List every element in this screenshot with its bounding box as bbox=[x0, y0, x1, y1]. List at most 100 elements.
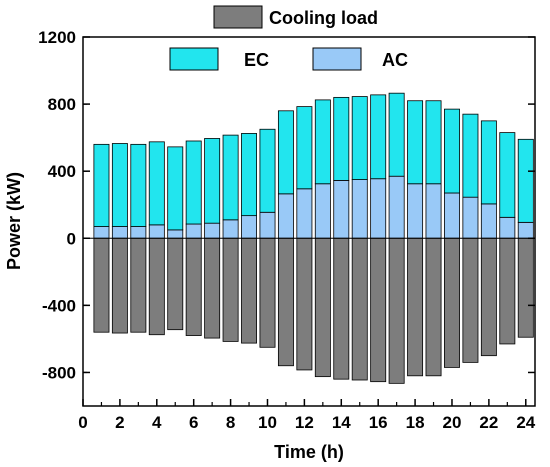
bar-ac bbox=[222, 219, 239, 239]
bar-ac bbox=[93, 226, 110, 239]
bar-ec bbox=[499, 132, 516, 218]
bar-ec bbox=[351, 96, 368, 180]
bar-ec bbox=[241, 133, 258, 217]
bar-cooling-load bbox=[499, 237, 516, 345]
y-tick-label: -400 bbox=[42, 296, 76, 315]
bar-ac bbox=[277, 193, 294, 239]
bar-cooling-load bbox=[130, 237, 147, 333]
bar-ac bbox=[204, 222, 221, 239]
y-tick-label: -800 bbox=[42, 363, 76, 382]
bar-cooling-load bbox=[93, 237, 110, 333]
bar-cooling-load bbox=[296, 237, 313, 371]
bar-cooling-load bbox=[148, 237, 165, 336]
bar-ac bbox=[388, 175, 405, 239]
bar-ec bbox=[444, 108, 460, 194]
bar-cooling-load bbox=[111, 237, 128, 334]
x-tick-label: 2 bbox=[115, 413, 124, 432]
bar-ec bbox=[148, 141, 165, 226]
x-tick-label: 10 bbox=[258, 413, 277, 432]
legend-label-cooling-load: Cooling load bbox=[269, 8, 378, 28]
bar-ec bbox=[93, 143, 110, 227]
bar-ec bbox=[130, 143, 147, 227]
bar-ac bbox=[444, 192, 460, 239]
x-tick-label: 6 bbox=[189, 413, 198, 432]
bar-cooling-load bbox=[444, 237, 460, 368]
bar-cooling-load bbox=[462, 237, 479, 363]
bar-ac bbox=[167, 229, 184, 239]
y-tick-label: 0 bbox=[67, 229, 76, 248]
bar-ac bbox=[259, 211, 276, 239]
bar-cooling-load bbox=[407, 237, 424, 377]
legend-ac: AC bbox=[312, 47, 408, 71]
bar-ec bbox=[259, 128, 276, 213]
bar-ec bbox=[425, 100, 442, 185]
x-tick-label: 0 bbox=[78, 413, 87, 432]
bar-ac bbox=[351, 179, 368, 239]
bar-cooling-load bbox=[241, 237, 258, 344]
legend-inner: EC AC bbox=[169, 47, 408, 71]
bar-ec bbox=[185, 140, 202, 225]
bar-ac bbox=[480, 203, 497, 239]
bar-ac bbox=[111, 226, 128, 239]
bar-cooling-load bbox=[388, 237, 405, 384]
bar-ac bbox=[130, 226, 147, 239]
y-axis: -800 -400 0 400 800 1200 bbox=[38, 28, 535, 382]
bar-ec bbox=[370, 94, 387, 180]
bar-ac bbox=[499, 216, 516, 239]
bar-ec bbox=[462, 113, 479, 198]
bar-ec bbox=[314, 99, 331, 185]
bar-cooling-load bbox=[167, 237, 184, 331]
x-axis: 0 2 4 6 8 10 12 14 16 18 20 22 24 bbox=[78, 399, 536, 432]
bar-ec bbox=[407, 100, 424, 185]
x-tick-label: 24 bbox=[516, 413, 535, 432]
y-tick-label: 800 bbox=[48, 95, 76, 114]
bar-cooling-load bbox=[351, 237, 368, 381]
bar-ec bbox=[111, 143, 128, 227]
x-tick-label: 4 bbox=[152, 413, 162, 432]
x-tick-label: 12 bbox=[295, 413, 314, 432]
legend-swatch-cooling-load bbox=[213, 5, 263, 29]
y-axis-label: Power (kW) bbox=[4, 172, 24, 270]
x-tick-label: 16 bbox=[369, 413, 388, 432]
bar-cooling-load bbox=[480, 237, 497, 357]
bar-ec bbox=[333, 96, 350, 181]
bar-ac bbox=[185, 223, 202, 239]
x-tick-label: 20 bbox=[443, 413, 462, 432]
bar-ac bbox=[462, 196, 479, 239]
bar-ec bbox=[296, 106, 313, 190]
bar-ac bbox=[517, 221, 534, 239]
bar-ec bbox=[277, 110, 294, 195]
bar-ac bbox=[333, 180, 350, 239]
bar-cooling-load bbox=[333, 237, 350, 380]
x-tick-label: 14 bbox=[332, 413, 351, 432]
bar-cooling-load bbox=[277, 237, 294, 367]
bar-ac bbox=[370, 178, 387, 239]
bar-ac bbox=[425, 183, 442, 239]
bar-cooling-load bbox=[222, 237, 239, 342]
x-tick-label: 8 bbox=[226, 413, 235, 432]
legend-ec: EC bbox=[169, 47, 269, 71]
legend-cooling-load: Cooling load bbox=[213, 5, 378, 29]
bar-cooling-load bbox=[425, 237, 442, 377]
bar-ac bbox=[241, 215, 258, 239]
bar-ac bbox=[148, 224, 165, 239]
bar-ec bbox=[167, 146, 184, 231]
bars bbox=[93, 92, 534, 384]
x-tick-label: 18 bbox=[406, 413, 425, 432]
bar-ec bbox=[204, 138, 221, 224]
bar-cooling-load bbox=[204, 237, 221, 339]
bar-ec bbox=[517, 138, 534, 223]
legend-swatch-ec bbox=[169, 47, 219, 71]
bar-ac bbox=[314, 183, 331, 239]
bar-cooling-load bbox=[517, 237, 534, 338]
bar-cooling-load bbox=[370, 237, 387, 383]
bar-cooling-load bbox=[259, 237, 276, 348]
x-axis-label: Time (h) bbox=[274, 442, 344, 462]
bar-cooling-load bbox=[314, 237, 331, 378]
legend-label-ec: EC bbox=[244, 50, 269, 70]
legend-swatch-ac bbox=[312, 47, 362, 71]
plot-area bbox=[82, 36, 536, 407]
y-tick-label: 400 bbox=[48, 162, 76, 181]
bar-ec bbox=[222, 134, 239, 221]
